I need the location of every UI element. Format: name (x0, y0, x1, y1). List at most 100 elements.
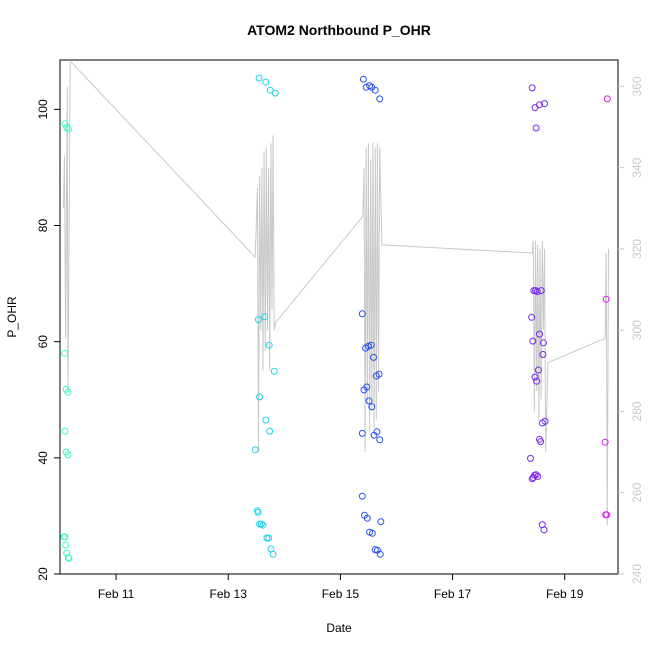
data-point (255, 74, 263, 82)
data-point (375, 370, 383, 378)
data-point (363, 514, 371, 522)
y2-tick-label: 300 (630, 320, 644, 340)
y2-tick-label: 320 (630, 239, 644, 259)
data-point (528, 313, 536, 321)
data-point (256, 393, 264, 401)
data-point (368, 529, 376, 537)
scatter-points (60, 74, 611, 562)
data-point (528, 84, 536, 92)
data-point (533, 377, 541, 385)
data-point (266, 86, 274, 94)
x-tick-label: Feb 19 (546, 587, 584, 601)
line-series-path (62, 61, 609, 526)
data-point (534, 472, 542, 480)
data-point (536, 330, 543, 338)
data-point (536, 101, 543, 109)
data-point (537, 438, 545, 446)
data-point (539, 351, 547, 358)
data-point (358, 310, 366, 318)
data-point (370, 353, 377, 361)
data-point (61, 427, 69, 435)
data-point (64, 388, 72, 396)
y2-tick-label: 240 (630, 564, 644, 584)
y2-axis: 240 260 280 300 320 340 360 (618, 76, 644, 584)
y-tick-label: 100 (36, 99, 50, 119)
data-point (271, 89, 279, 97)
data-point (64, 451, 72, 459)
y-tick-label: 80 (36, 219, 50, 233)
chart-title: ATOM2 Northbound P_OHR (247, 22, 431, 38)
data-point (371, 86, 379, 94)
y2-tick-label: 340 (630, 157, 644, 177)
data-point (64, 125, 72, 133)
data-point (365, 397, 373, 405)
data-point (261, 313, 269, 321)
y2-tick-label: 260 (630, 482, 644, 502)
data-point (61, 533, 69, 541)
data-point (533, 288, 541, 296)
data-point (603, 511, 611, 519)
data-point (270, 367, 278, 375)
data-point (527, 454, 534, 462)
data-point (532, 471, 540, 479)
x-tick-label: Feb 17 (434, 587, 472, 601)
data-point (257, 520, 265, 528)
data-point (269, 550, 277, 558)
data-point (358, 429, 366, 437)
data-point (534, 366, 542, 374)
data-point (541, 417, 549, 425)
data-point (259, 521, 267, 529)
data-point (366, 82, 374, 90)
y2-tick-label: 280 (630, 401, 644, 421)
y-axis-label: P_OHR (5, 296, 19, 338)
data-point (541, 100, 548, 108)
data-point (532, 124, 540, 132)
data-point (265, 341, 273, 349)
data-point (262, 78, 270, 86)
data-point (61, 349, 68, 357)
data-point (61, 120, 69, 128)
data-point (376, 95, 384, 103)
data-point (266, 427, 274, 435)
data-point (531, 373, 539, 381)
y2-tick-label: 360 (630, 76, 644, 96)
data-point (376, 436, 384, 444)
data-point (539, 339, 547, 347)
y-axis: 20 40 60 80 100 (36, 99, 60, 581)
x-axis: Feb 11 Feb 13 Feb 15 Feb 17 Feb 19 (98, 574, 584, 601)
y-tick-label: 40 (36, 451, 50, 465)
data-point (254, 508, 262, 516)
data-point (528, 475, 536, 483)
y-tick-label: 20 (36, 567, 50, 581)
data-point (363, 383, 371, 391)
plot-border (59, 59, 619, 575)
y-tick-label: 60 (36, 335, 50, 349)
data-point (373, 428, 381, 436)
x-axis-label: Date (326, 621, 352, 635)
data-point (262, 416, 270, 424)
data-point (251, 446, 259, 454)
data-point (265, 534, 273, 542)
x-tick-label: Feb 13 (210, 587, 248, 601)
data-point (63, 123, 71, 131)
data-point (65, 554, 73, 562)
data-point (529, 337, 537, 345)
data-point (368, 403, 376, 411)
data-point (376, 550, 384, 558)
data-point (255, 316, 262, 324)
data-point (377, 518, 385, 526)
x-tick-label: Feb 11 (98, 587, 135, 601)
x-tick-label: Feb 15 (322, 587, 360, 601)
data-point (537, 287, 545, 295)
data-point (358, 492, 366, 500)
line-series (62, 61, 609, 526)
data-point (601, 438, 609, 446)
data-point (62, 541, 70, 549)
data-point (367, 341, 375, 349)
data-point (64, 554, 72, 562)
data-point (602, 295, 610, 303)
data-point (540, 526, 548, 534)
data-point (603, 95, 611, 103)
data-point (359, 75, 367, 83)
